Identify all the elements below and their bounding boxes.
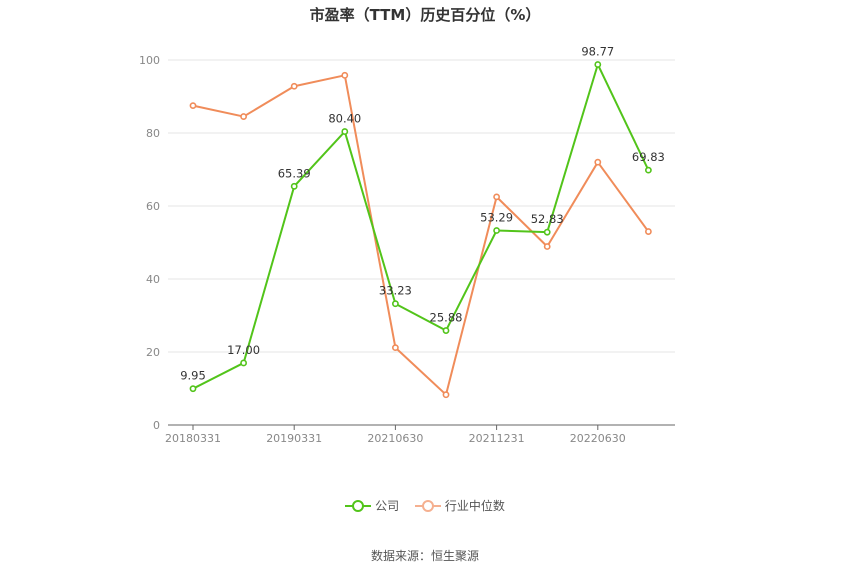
y-tick-label: 40 — [146, 273, 160, 286]
data-point-1 — [645, 228, 652, 235]
legend-item-industry-median[interactable]: 行业中位数 — [414, 497, 505, 514]
legend: 公司 行业中位数 — [0, 497, 850, 515]
x-tick-label: 20190331 — [266, 432, 322, 445]
data-point-0 — [189, 385, 197, 393]
data-label: 25.88 — [430, 311, 463, 325]
y-tick-label: 0 — [153, 419, 160, 432]
data-label: 98.77 — [581, 44, 614, 58]
data-label: 80.40 — [328, 112, 361, 126]
data-point-0 — [290, 182, 298, 190]
data-point-0 — [391, 300, 399, 308]
data-label: 17.00 — [227, 343, 260, 357]
data-point-0 — [594, 61, 602, 68]
y-tick-label: 100 — [139, 54, 160, 67]
line-chart: 0 20 40 60 80 100 20180331 20190331 20210630 2021… — [139, 44, 675, 445]
data-point-0 — [240, 359, 247, 367]
data-labels: 9.95 17.00 65.39 80.40 33.23 25.88 53.29 52.83 9… — [180, 44, 665, 382]
data-point-0 — [341, 128, 349, 135]
data-point-0 — [493, 227, 500, 234]
data-label: 65.39 — [278, 166, 311, 180]
x-tick-label: 20180331 — [165, 432, 221, 445]
x-tick-label: 20220630 — [570, 432, 626, 445]
series-line-1 — [192, 74, 650, 396]
series-lines — [189, 61, 652, 399]
data-point-1 — [493, 193, 500, 201]
data-label: 9.95 — [180, 369, 206, 383]
data-label: 33.23 — [379, 284, 412, 298]
data-point-1 — [240, 113, 247, 120]
data-label: 52.83 — [531, 212, 564, 226]
axes: 0 20 40 60 80 100 20180331 20190331 20210630 2021… — [139, 54, 675, 445]
data-label: 69.83 — [632, 150, 665, 164]
legend-item-company[interactable]: 公司 — [345, 497, 399, 514]
x-tick-label: 20211231 — [469, 432, 525, 445]
y-tick-label: 80 — [146, 127, 160, 140]
data-label: 53.29 — [480, 210, 513, 224]
data-point-0 — [645, 166, 652, 174]
data-point-1 — [442, 391, 450, 399]
legend-industry-label: 行业中位数 — [444, 499, 505, 513]
data-point-1 — [341, 71, 349, 79]
x-tick-label: 20210630 — [367, 432, 423, 445]
data-point-0 — [442, 327, 450, 334]
data-source: 数据来源：恒生聚源 — [370, 549, 479, 563]
data-point-1 — [543, 243, 551, 250]
chart-title: 市盈率（TTM）历史百分位（%） — [309, 6, 541, 24]
y-tick-label: 60 — [146, 200, 160, 213]
y-tick-label: 20 — [146, 346, 160, 359]
series-line-0 — [192, 63, 650, 390]
data-point-0 — [543, 228, 551, 236]
data-point-1 — [594, 158, 602, 166]
legend-company-label: 公司 — [375, 499, 400, 513]
legend-company-icon — [345, 499, 372, 512]
data-point-1 — [290, 82, 298, 90]
legend-industry-icon — [414, 499, 441, 512]
data-point-1 — [391, 344, 399, 352]
data-point-1 — [189, 102, 197, 110]
grid-lines — [168, 59, 675, 353]
